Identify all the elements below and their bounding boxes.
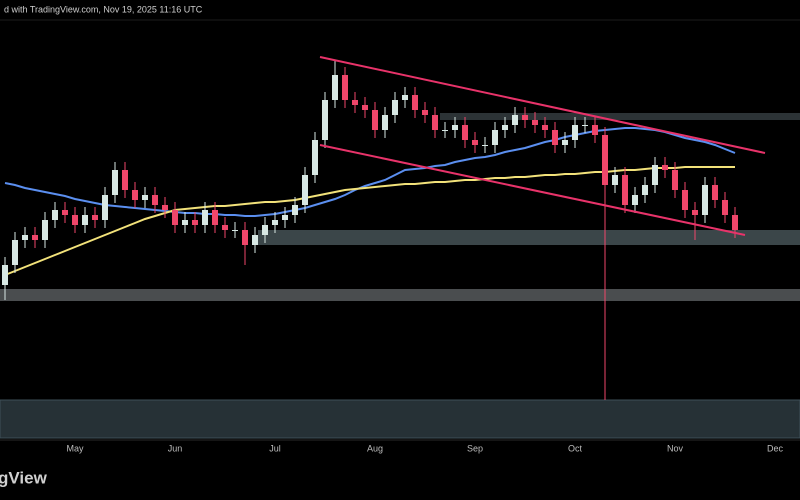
candle-body xyxy=(112,170,118,195)
candle-body xyxy=(512,115,518,125)
candle-body xyxy=(372,110,378,130)
candle-body xyxy=(502,125,508,130)
candle-body xyxy=(732,215,738,230)
moving-average xyxy=(4,166,735,276)
zone xyxy=(0,399,800,439)
candle-body xyxy=(452,125,458,130)
candle-body xyxy=(172,210,178,225)
candle-body xyxy=(232,230,238,231)
candle-body xyxy=(562,140,568,145)
candle-body xyxy=(102,195,108,220)
candle-body xyxy=(272,220,278,225)
candle-body xyxy=(602,135,608,185)
x-tick-label: Jul xyxy=(269,443,281,453)
candle-body xyxy=(282,215,288,220)
candle-body xyxy=(552,130,558,145)
candle-body xyxy=(122,170,128,190)
candle-body xyxy=(532,120,538,125)
candle-body xyxy=(352,100,358,105)
candle-body xyxy=(482,145,488,146)
candle-body xyxy=(422,110,428,115)
candle-body xyxy=(672,170,678,190)
x-tick-label: Jun xyxy=(168,443,183,453)
logo: gView xyxy=(0,468,48,487)
candle-body xyxy=(542,125,548,130)
candle-body xyxy=(132,190,138,200)
candle-body xyxy=(402,95,408,100)
plot xyxy=(2,60,738,400)
candle-body xyxy=(72,215,78,225)
candle-body xyxy=(362,105,368,110)
candle-body xyxy=(622,175,628,205)
candle-body xyxy=(412,95,418,110)
candle-body xyxy=(42,220,48,240)
candle-body xyxy=(32,235,38,240)
candle-body xyxy=(662,165,668,170)
candle-body xyxy=(222,225,228,230)
candle-body xyxy=(632,195,638,205)
candle-body xyxy=(702,185,708,215)
x-tick-label: Aug xyxy=(367,443,383,453)
candle-body xyxy=(262,225,268,235)
candle-body xyxy=(182,220,188,225)
candle-body xyxy=(212,210,218,225)
candle-body xyxy=(692,210,698,215)
x-tick-label: Oct xyxy=(568,443,583,453)
candle-body xyxy=(392,100,398,115)
candle-body xyxy=(52,210,58,220)
candle-body xyxy=(492,130,498,145)
candle-body xyxy=(62,210,68,215)
x-tick-label: Nov xyxy=(667,443,684,453)
candle-body xyxy=(342,75,348,100)
candle-body xyxy=(382,115,388,130)
zone xyxy=(440,113,800,120)
candle-body xyxy=(722,200,728,215)
candle-body xyxy=(652,165,658,185)
candle-body xyxy=(252,235,258,245)
candle-body xyxy=(292,205,298,215)
candle-body xyxy=(432,115,438,130)
candle-body xyxy=(682,190,688,210)
candle-body xyxy=(582,125,588,126)
x-tick-label: May xyxy=(66,443,84,453)
candle-body xyxy=(202,210,208,225)
x-tick-label: Dec xyxy=(767,443,784,453)
zone xyxy=(0,289,800,301)
candle-body xyxy=(92,215,98,220)
candle-body xyxy=(462,125,468,140)
candle-body xyxy=(472,140,478,145)
candle-body xyxy=(192,220,198,225)
candle-body xyxy=(642,185,648,195)
header-text: d with TradingView.com, Nov 19, 2025 11:… xyxy=(4,4,203,14)
candle-body xyxy=(442,130,448,131)
moving-average xyxy=(4,127,736,217)
candle-body xyxy=(162,205,168,210)
zone xyxy=(258,230,800,245)
candle-body xyxy=(152,195,158,205)
candle-body xyxy=(22,235,28,240)
trendline xyxy=(319,144,746,236)
candle-body xyxy=(302,175,308,205)
candle-body xyxy=(592,125,598,135)
candle-body xyxy=(522,115,528,120)
candle-body xyxy=(322,100,328,140)
candle-body xyxy=(242,230,248,245)
candle-body xyxy=(2,265,8,285)
candle-body xyxy=(82,215,88,225)
candle-body xyxy=(12,240,18,265)
candle-body xyxy=(332,75,338,100)
candle-body xyxy=(142,195,148,200)
candle-body xyxy=(312,140,318,175)
x-tick-label: Sep xyxy=(467,443,483,453)
candle-body xyxy=(612,175,618,185)
trendline xyxy=(319,56,766,154)
candle-body xyxy=(572,125,578,140)
candle-body xyxy=(712,185,718,200)
